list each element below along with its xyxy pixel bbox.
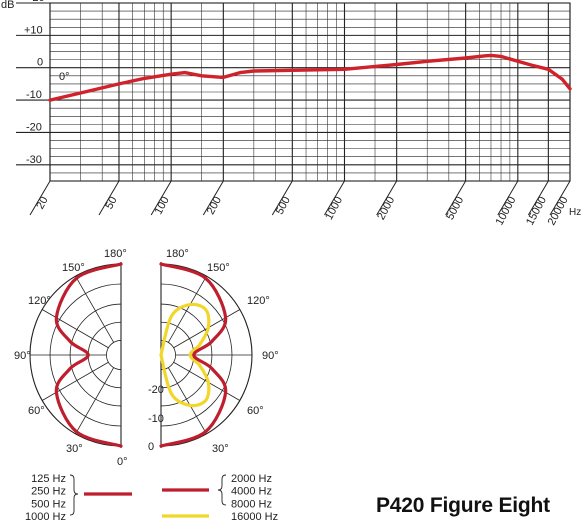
- polar-angle-label-left: 150°: [62, 262, 85, 274]
- y-axis-label: dB: [1, 0, 14, 11]
- y-tick-label: -10: [26, 89, 42, 101]
- x-tick-label: 500: [274, 195, 293, 217]
- polar-curve-mid-frequencies: [159, 262, 228, 448]
- x-tick-label: 20: [34, 195, 50, 211]
- polar-ring: [106, 340, 122, 370]
- y-tick-label: -20: [26, 121, 42, 133]
- polar-angle-label-right: 90°: [262, 350, 279, 362]
- x-tick-mark: [445, 180, 467, 216]
- x-tick-mark: [549, 180, 571, 216]
- polar-angle-label-right: 150°: [207, 262, 230, 274]
- polar-spoke: [75, 367, 115, 435]
- y-tick-label: -30: [26, 154, 42, 166]
- polar-left-grid: [29, 262, 122, 448]
- x-tick-label: 2000: [375, 195, 397, 222]
- x-tick-mark: [271, 180, 293, 216]
- y-tick-label: +10: [24, 24, 43, 36]
- legend-label-low: 250 Hz: [31, 486, 66, 498]
- legend-brace-left: [69, 474, 79, 516]
- legend-label-mid: 2000 Hz: [231, 473, 272, 485]
- polar-angle-label-left: 120°: [28, 295, 51, 307]
- plot-frame: [49, 2, 571, 182]
- polar-spoke: [41, 361, 109, 401]
- frequency-response-curve: [48, 53, 572, 102]
- x-tick-mark: [376, 180, 398, 216]
- y-tick-label: 0: [37, 57, 43, 69]
- x-tick-label: 1000: [323, 195, 345, 222]
- product-title: P420 Figure Eight: [376, 494, 550, 517]
- polar-angle-label-left: 0°: [117, 456, 128, 468]
- legend-brace-right: [217, 474, 227, 506]
- polar-radial-tick-label: -20: [148, 384, 164, 396]
- polar-angle-label-left: 60°: [28, 405, 45, 417]
- x-tick-mark: [150, 180, 172, 216]
- polar-curve-low-frequencies: [54, 262, 123, 448]
- polar-ring: [160, 340, 176, 370]
- legend-label-low: 1000 Hz: [25, 511, 66, 523]
- x-tick-label: 200: [205, 195, 224, 217]
- x-tick-label: 5000: [444, 195, 466, 222]
- x-tick-label: 100: [153, 195, 172, 217]
- polar-spoke: [167, 367, 207, 435]
- x-axis-unit: Hz: [569, 207, 581, 218]
- legend-label-mid: 4000 Hz: [231, 486, 272, 498]
- x-tick-label: 50: [103, 195, 119, 211]
- polar-angle-label-left: 180°: [104, 248, 127, 260]
- on-axis-annotation: 0°: [59, 71, 70, 83]
- legend-label-mid: 8000 Hz: [231, 498, 272, 510]
- polar-radial-tick-label: -10: [148, 413, 164, 425]
- polar-spoke: [167, 275, 207, 343]
- x-tick-mark: [98, 180, 120, 216]
- polar-angle-label-right: 60°: [247, 405, 264, 417]
- polar-curve-16000hz: [159, 302, 211, 408]
- x-tick-mark: [202, 180, 224, 216]
- x-tick-mark: [527, 180, 549, 216]
- x-tick-label: 20000: [546, 195, 571, 228]
- y-tick-label: +20: [26, 0, 45, 4]
- legend-label-low: 500 Hz: [31, 498, 66, 510]
- legend-label-16000hz: 16000 Hz: [231, 511, 278, 523]
- polar-spoke: [41, 309, 109, 349]
- polar-angle-label-left: 90°: [14, 350, 31, 362]
- polar-radial-tick-label: 0: [148, 441, 154, 453]
- polar-right-grid: [160, 262, 253, 448]
- polar-angle-label-right: 120°: [247, 295, 270, 307]
- x-tick-mark: [29, 180, 51, 216]
- x-tick-mark: [324, 180, 345, 216]
- polar-angle-label-right: 180°: [166, 248, 189, 260]
- polar-spoke: [75, 275, 115, 343]
- polar-angle-label-left: 30°: [66, 443, 83, 455]
- x-tick-label: 10000: [494, 195, 519, 228]
- legend-label-low: 125 Hz: [31, 473, 66, 485]
- x-tick-mark: [497, 180, 519, 216]
- polar-angle-label-right: 30°: [212, 443, 229, 455]
